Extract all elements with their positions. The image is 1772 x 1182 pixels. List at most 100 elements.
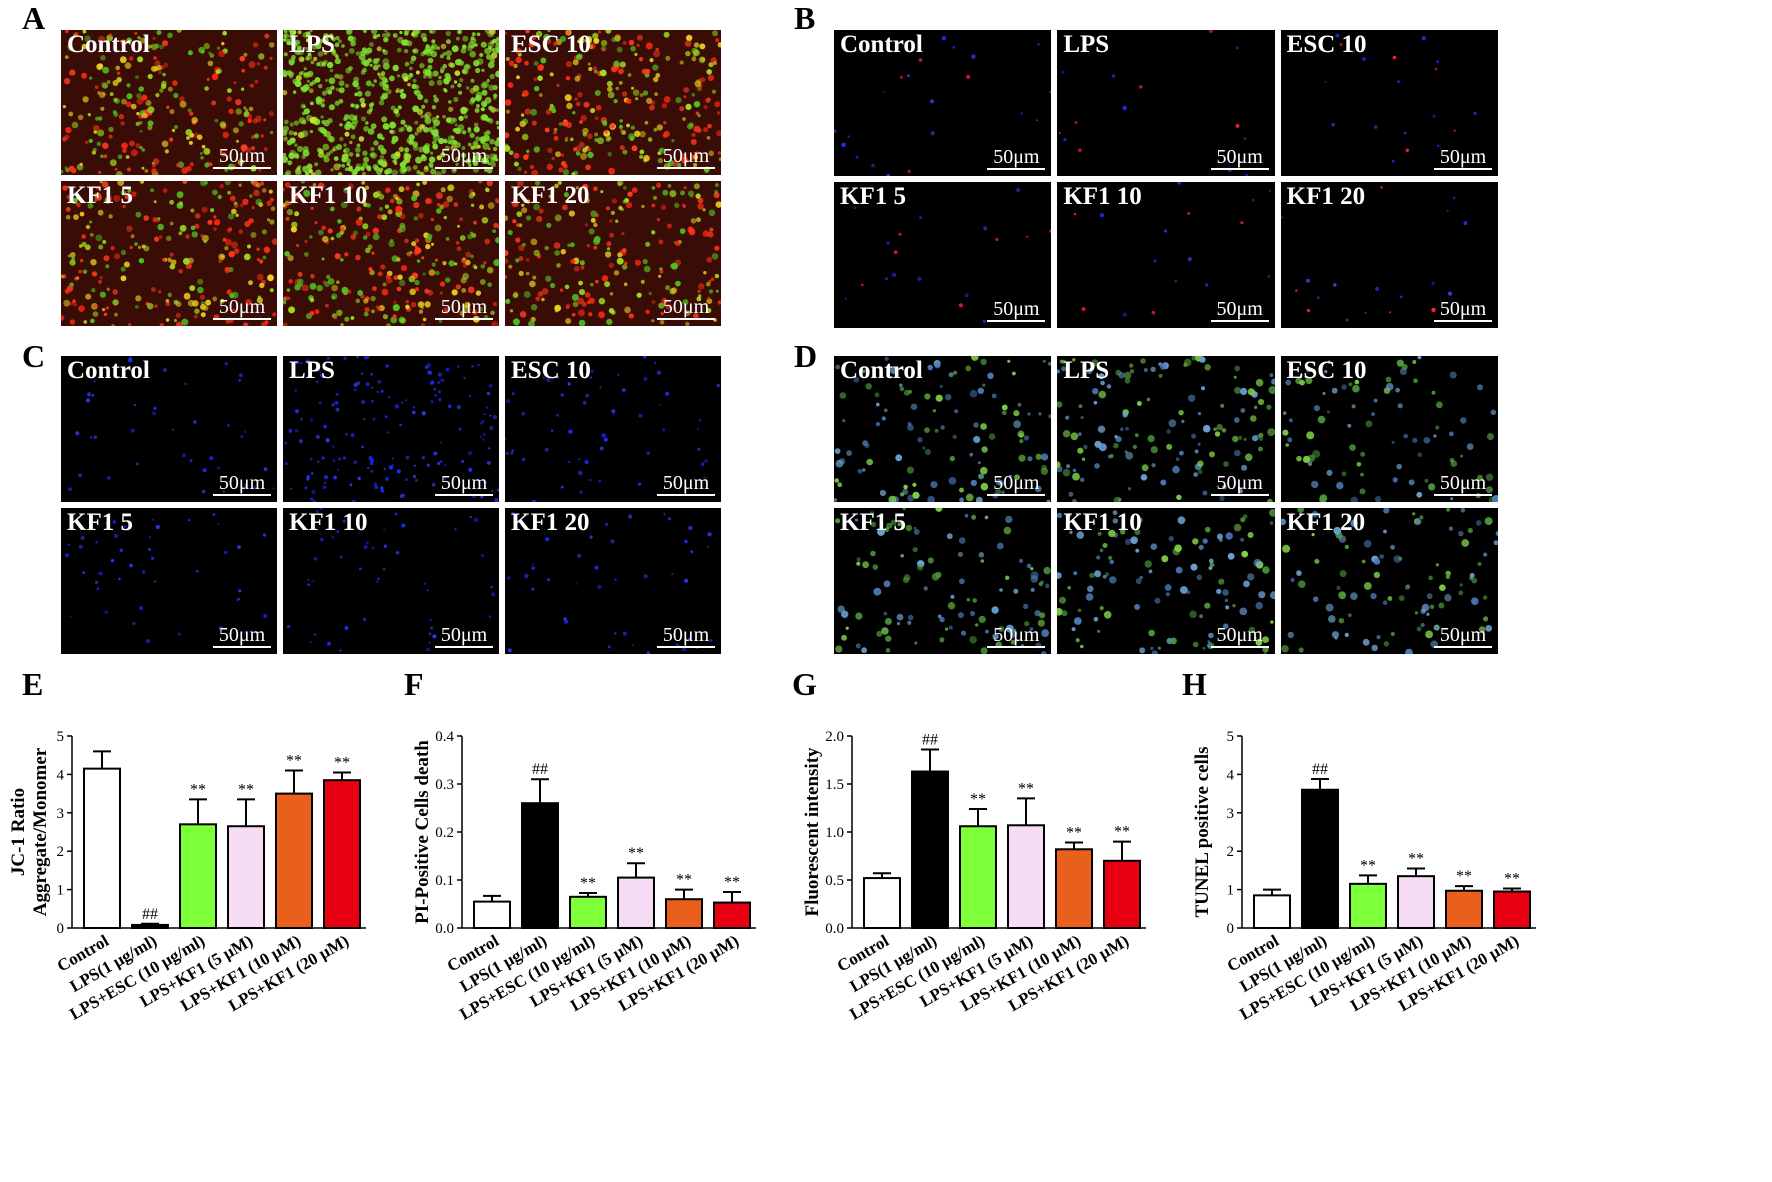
micrograph-tile: LPS 50μm bbox=[283, 30, 499, 175]
scale-bar-line bbox=[1433, 168, 1492, 170]
scale-bar: 50μm bbox=[435, 297, 493, 320]
y-tick-label: 0.3 bbox=[435, 777, 454, 793]
micrograph-tile: KF1 5 50μm bbox=[834, 508, 1052, 654]
tile-label: Control bbox=[840, 357, 923, 384]
micrograph-image bbox=[835, 508, 1051, 654]
micrograph-tile: KF1 10 50μm bbox=[283, 508, 499, 654]
tile-label: KF1 20 bbox=[511, 509, 590, 536]
micrograph-image bbox=[505, 181, 721, 326]
micrograph-image bbox=[284, 356, 499, 502]
y-axis-label: TUNEL positive cells bbox=[1192, 746, 1213, 917]
scale-bar-line bbox=[213, 318, 271, 320]
micrograph-image bbox=[1059, 30, 1249, 176]
bar-chart-h: 0 1 2 3 4 5 TUNEL positive cells Control ## LPS(1… bbox=[1170, 720, 1570, 1140]
micrograph-image bbox=[1280, 508, 1498, 654]
tile-label: KF1 20 bbox=[511, 182, 590, 209]
micrograph-image bbox=[283, 30, 499, 175]
bar-chart-g: 0.0 0.5 1.0 1.5 2.0 Fluorescent intensity Cont… bbox=[780, 720, 1170, 1140]
micrograph-panel-b: Control 50μm LPS 50μm ESC 10 50μm KF1 5 50μm KF1… bbox=[834, 30, 1498, 328]
micrograph-image bbox=[283, 181, 499, 326]
y-tick-label: 1.5 bbox=[825, 777, 844, 793]
scale-bar-line bbox=[987, 168, 1046, 170]
micrograph-tile: ESC 10 50μm bbox=[505, 30, 721, 175]
scale-bar-label: 50μm bbox=[440, 296, 488, 318]
scale-bar-label: 50μm bbox=[662, 145, 710, 167]
bar bbox=[1397, 875, 1435, 930]
micrograph-image bbox=[61, 181, 277, 326]
scale-bar-line bbox=[1433, 494, 1492, 496]
micrograph-tile: KF1 20 50μm bbox=[505, 181, 721, 326]
significance-label: ## bbox=[532, 761, 548, 778]
micrograph-image bbox=[1281, 356, 1498, 502]
bar bbox=[617, 876, 655, 930]
significance-label: ** bbox=[628, 845, 644, 862]
panel-letter-b: B bbox=[794, 0, 816, 36]
tile-label: KF1 10 bbox=[1063, 183, 1142, 210]
micrograph-panel-c: Control 50μm LPS 50μm ESC 10 50μm KF1 5 50μm KF1… bbox=[61, 356, 721, 654]
micrograph-tile: KF1 10 50μm bbox=[283, 181, 499, 326]
scale-bar: 50μm bbox=[1433, 625, 1492, 648]
micrograph-panel-d: Control 50μm LPS 50μm ESC 10 50μm KF1 5 50μm KF1… bbox=[834, 356, 1498, 654]
tile-label: ESC 10 bbox=[1286, 31, 1367, 58]
scale-bar-line bbox=[213, 167, 271, 169]
scale-bar-label: 50μm bbox=[440, 472, 488, 494]
bar bbox=[1445, 889, 1483, 929]
micrograph-image bbox=[844, 187, 1052, 323]
scale-bar-line bbox=[435, 167, 493, 169]
scale-bar-line bbox=[987, 646, 1046, 648]
y-tick-label: 0.0 bbox=[825, 921, 844, 937]
scale-bar-label: 50μm bbox=[1439, 472, 1487, 494]
scale-bar-line bbox=[987, 320, 1046, 322]
y-tick-label: 0.5 bbox=[825, 873, 844, 889]
bar bbox=[1055, 848, 1093, 929]
scale-bar: 50μm bbox=[213, 473, 271, 496]
bar bbox=[569, 895, 607, 930]
micrograph-tile: KF1 10 50μm bbox=[1057, 182, 1275, 328]
scale-bar: 50μm bbox=[435, 146, 493, 169]
scale-bar-label: 50μm bbox=[993, 472, 1040, 494]
bar bbox=[665, 898, 703, 929]
scale-bar: 50μm bbox=[657, 297, 715, 320]
tile-label: KF1 5 bbox=[67, 509, 133, 536]
micrograph-tile: Control 50μm bbox=[834, 356, 1052, 502]
bar bbox=[1493, 890, 1531, 930]
micrograph-image bbox=[1074, 182, 1272, 317]
micrograph-tile: KF1 20 50μm bbox=[1280, 508, 1498, 654]
bar bbox=[713, 901, 751, 929]
significance-label: ## bbox=[142, 906, 158, 923]
y-tick-label: 1.0 bbox=[825, 825, 844, 841]
significance-label: ** bbox=[1408, 850, 1424, 867]
micrograph-image bbox=[834, 36, 1052, 176]
scale-bar-label: 50μm bbox=[1439, 298, 1487, 320]
y-axis-label: JC-1 Ratio bbox=[8, 788, 29, 876]
scale-bar: 50μm bbox=[987, 624, 1046, 648]
significance-label: ** bbox=[676, 872, 692, 889]
panel-letter-d: D bbox=[794, 338, 818, 374]
y-tick-label: 1 bbox=[1227, 883, 1235, 899]
significance-label: ** bbox=[1360, 857, 1376, 874]
scale-bar-label: 50μm bbox=[1216, 298, 1263, 320]
significance-label: ** bbox=[970, 791, 986, 808]
tile-label: LPS bbox=[1063, 31, 1110, 58]
scale-bar: 50μm bbox=[657, 625, 715, 648]
micrograph-tile: LPS 50μm bbox=[283, 356, 499, 502]
scale-bar-line bbox=[213, 646, 271, 648]
scale-bar-line bbox=[1210, 320, 1269, 322]
scale-bar-label: 50μm bbox=[993, 624, 1040, 646]
bar bbox=[83, 767, 121, 929]
y-tick-label: 0.1 bbox=[435, 873, 454, 889]
tile-label: KF1 10 bbox=[289, 182, 368, 209]
micrograph-tile: ESC 10 50μm bbox=[1280, 356, 1498, 502]
tile-label: LPS bbox=[289, 357, 335, 384]
tile-label: Control bbox=[67, 31, 150, 58]
bar-chart-e: 0 1 2 3 4 5 JC-1 Ratio Aggregate/Monomer Control… bbox=[0, 720, 390, 1140]
scale-bar-line bbox=[1210, 494, 1269, 496]
micrograph-image bbox=[286, 508, 496, 652]
tile-label: Control bbox=[67, 357, 150, 384]
panel-letter-h: H bbox=[1182, 666, 1207, 702]
y-tick-label: 3 bbox=[57, 806, 65, 822]
scale-bar-line bbox=[1433, 646, 1492, 648]
